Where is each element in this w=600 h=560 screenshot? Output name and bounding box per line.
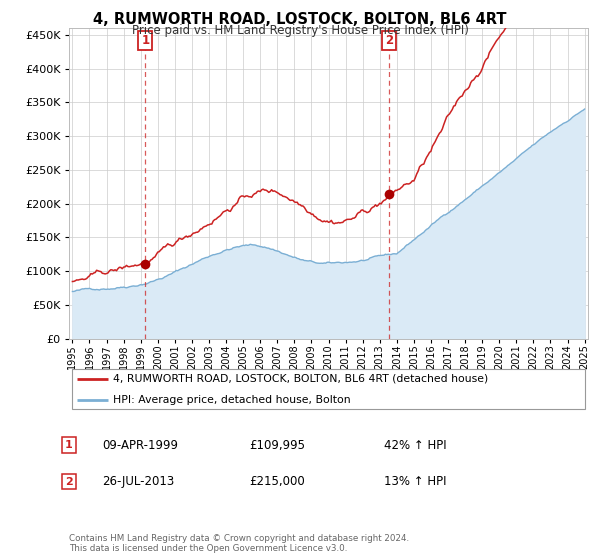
Text: 42% ↑ HPI: 42% ↑ HPI — [384, 438, 446, 452]
Text: 09-APR-1999: 09-APR-1999 — [102, 438, 178, 452]
Text: 4, RUMWORTH ROAD, LOSTOCK, BOLTON, BL6 4RT: 4, RUMWORTH ROAD, LOSTOCK, BOLTON, BL6 4… — [93, 12, 507, 27]
Text: Contains HM Land Registry data © Crown copyright and database right 2024.
This d: Contains HM Land Registry data © Crown c… — [69, 534, 409, 553]
Text: 1: 1 — [141, 34, 149, 47]
Text: £215,000: £215,000 — [249, 475, 305, 488]
Text: HPI: Average price, detached house, Bolton: HPI: Average price, detached house, Bolt… — [113, 394, 351, 404]
Text: 2: 2 — [385, 34, 394, 47]
Text: 1: 1 — [65, 440, 73, 450]
Text: Price paid vs. HM Land Registry's House Price Index (HPI): Price paid vs. HM Land Registry's House … — [131, 24, 469, 37]
Text: 4, RUMWORTH ROAD, LOSTOCK, BOLTON, BL6 4RT (detached house): 4, RUMWORTH ROAD, LOSTOCK, BOLTON, BL6 4… — [113, 374, 488, 384]
Text: 2: 2 — [65, 477, 73, 487]
Text: £109,995: £109,995 — [249, 438, 305, 452]
Text: 26-JUL-2013: 26-JUL-2013 — [102, 475, 174, 488]
Text: 13% ↑ HPI: 13% ↑ HPI — [384, 475, 446, 488]
